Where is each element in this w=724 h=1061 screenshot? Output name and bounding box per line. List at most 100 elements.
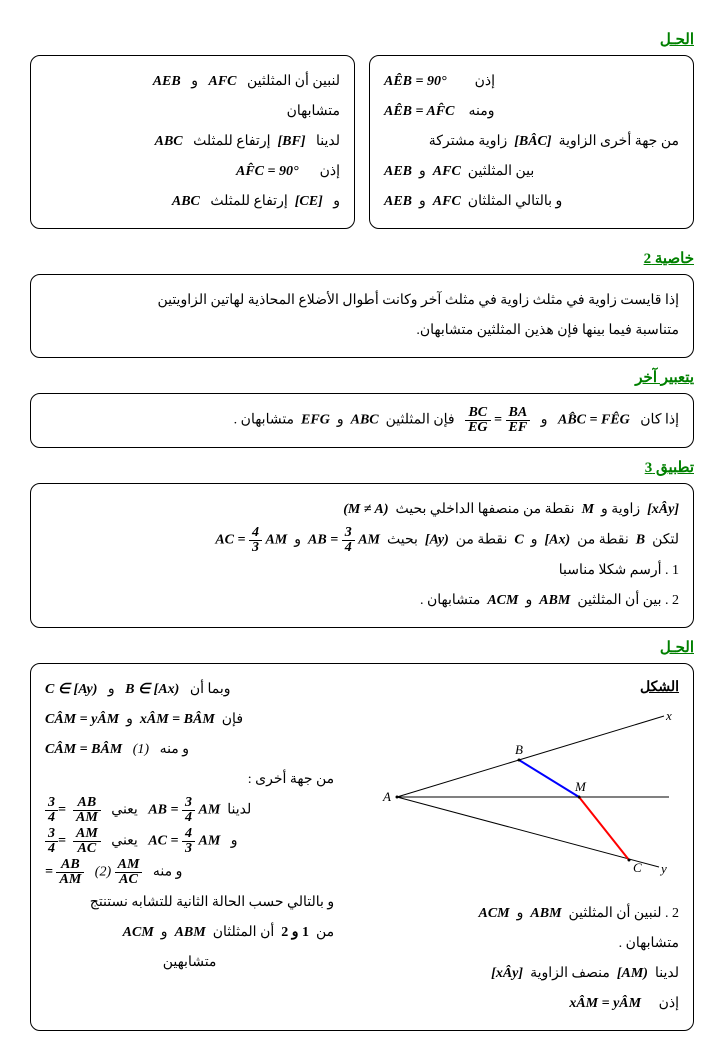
text: ومنه [469, 104, 495, 119]
math: M [582, 502, 594, 517]
math: [CE] [295, 194, 323, 209]
math: ABM [530, 906, 561, 921]
text: يعني [111, 803, 138, 818]
text: نقطة من منصفها الداخلي بحيث [396, 502, 575, 517]
math: ABM [175, 925, 206, 940]
text: وبما أن [190, 682, 231, 697]
math: AC = [215, 533, 245, 548]
header-app3: تطبيق 3 [30, 458, 694, 477]
math: AFC [209, 74, 237, 89]
text: و [541, 413, 548, 428]
math: (2) [95, 865, 111, 880]
fraction: ABAM [73, 796, 101, 825]
math: ACM [123, 925, 154, 940]
svg-text:y: y [659, 861, 667, 876]
math: ABC [351, 413, 379, 428]
sol1-box-left: إذن AÊB = 90° ومنه AÊB = AF̂C من جهة أخر… [369, 55, 694, 229]
text: متناسبة فيما بينها فإن هذين المثلثين متش… [45, 317, 679, 345]
text: زاوية مشتركة [429, 134, 507, 149]
fraction: BAEF [506, 406, 531, 435]
math: AEB [384, 194, 412, 209]
math: EFG [301, 413, 330, 428]
text: لدينا [227, 803, 251, 818]
text: و [108, 682, 115, 697]
fraction: ABAM [56, 858, 84, 887]
text: إذا كان [640, 413, 679, 428]
text: و [161, 925, 168, 940]
geometry-figure: ABMCxy [369, 702, 679, 887]
math: [Ax) [544, 533, 570, 548]
math: B ∈ [Ax) [125, 682, 179, 697]
math: = [58, 803, 69, 818]
text: 2 . بين أن المثلثين [577, 593, 679, 608]
math: C [514, 533, 523, 548]
text: منصف الزاوية [530, 966, 610, 981]
math: AM [358, 533, 380, 548]
math: AFC [433, 164, 461, 179]
math: = [494, 413, 502, 428]
text: فإن المثلثين [386, 413, 455, 428]
text: إذن [475, 74, 495, 89]
text: فإن [222, 712, 243, 727]
svg-text:x: x [665, 708, 672, 723]
text: من جهة أخرى الزاوية [559, 134, 679, 149]
math: CÂM = yÂM [45, 712, 119, 727]
text: 2 . لنبين أن المثلثين [569, 906, 679, 921]
text: إذن [659, 996, 679, 1011]
math: = [58, 834, 69, 849]
text: إذن [320, 164, 340, 179]
text: نقطة من [577, 533, 629, 548]
text: بحيث [387, 533, 418, 548]
math: AB = [148, 803, 178, 818]
math: xÂM = BÂM [140, 712, 215, 727]
expr-box: إذا كان AB̂C = FÊG و BAEF = BCEG فإن الم… [30, 393, 694, 448]
svg-text:M: M [574, 779, 587, 794]
math: AEB [384, 164, 412, 179]
text: متشابهين [45, 949, 334, 977]
fraction: 43 [249, 526, 262, 555]
text: و منه [160, 742, 190, 757]
math: AÊB = AF̂C [384, 104, 455, 119]
text: و [333, 194, 340, 209]
math: AB = [308, 533, 338, 548]
math: [AM) [617, 966, 648, 981]
fraction: 34 [342, 526, 355, 555]
text: أن المثلثان [213, 925, 275, 940]
svg-text:A: A [382, 789, 391, 804]
text: و [191, 74, 198, 89]
text: متشابهان . [344, 930, 679, 958]
text: متشابهان . [420, 593, 480, 608]
math: [xÂy] [647, 502, 679, 517]
math: [BÂC] [514, 134, 551, 149]
math: AM [198, 834, 220, 849]
text: و [531, 533, 538, 548]
text: لنبين أن المثلثين [247, 74, 340, 89]
text: لدينا [316, 134, 340, 149]
math: = [45, 865, 56, 880]
math: AB̂C = FÊG [558, 413, 630, 428]
text: و [231, 834, 238, 849]
text: 1 و 2 [281, 925, 309, 940]
text: و [126, 712, 133, 727]
math: ACM [487, 593, 518, 608]
fraction: 34 [182, 796, 195, 825]
math: AM [198, 803, 220, 818]
text: نقطة من [456, 533, 508, 548]
math: B [636, 533, 645, 548]
math: AÊB = 90° [384, 74, 447, 89]
header-prop2: خاصية 2 [30, 249, 694, 268]
math: AEB [153, 74, 181, 89]
text: إرتفاع للمثلث [193, 134, 270, 149]
header-solution-1: الحـل [30, 30, 694, 49]
header-solution-2: الحـل [30, 638, 694, 657]
fraction: 43 [182, 827, 195, 856]
text: زاوية و [601, 502, 640, 517]
math: xÂM = yÂM [569, 996, 641, 1011]
text: متشابهان [45, 98, 340, 126]
fraction: AMAC [115, 858, 143, 887]
text: لدينا [655, 966, 679, 981]
text: من [316, 925, 334, 940]
math: ACM [479, 906, 510, 921]
svg-text:B: B [515, 742, 523, 757]
math: AC = [148, 834, 178, 849]
